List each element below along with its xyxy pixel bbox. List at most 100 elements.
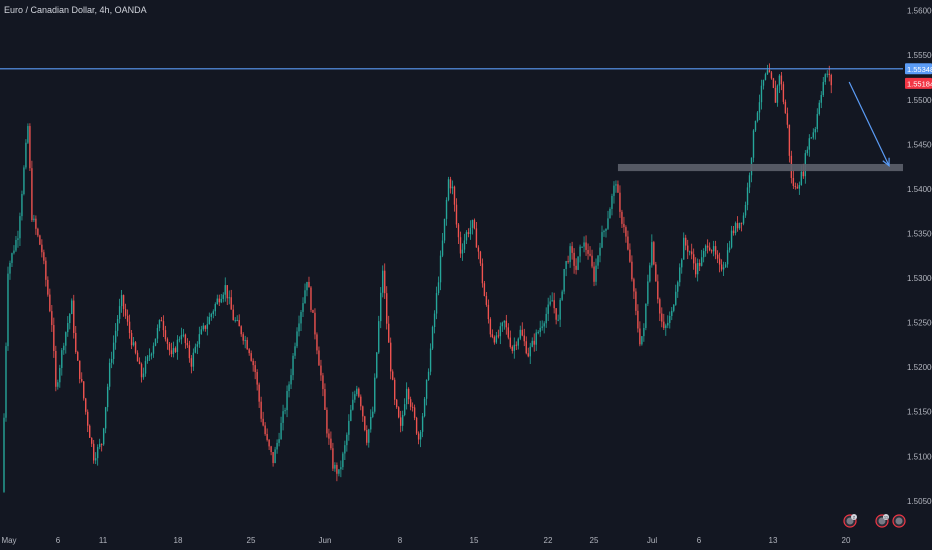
candle-body — [541, 326, 543, 328]
candle-body — [810, 137, 813, 139]
candle-body — [216, 298, 218, 305]
candle-body — [746, 187, 749, 205]
candle-body — [388, 323, 390, 343]
candle-body — [63, 345, 65, 351]
candle-body — [463, 240, 466, 250]
candle-body — [667, 322, 669, 326]
candle-body — [242, 334, 244, 341]
candle-body — [527, 353, 529, 357]
candle-body — [691, 251, 693, 255]
candle-body — [778, 75, 781, 86]
candle-body — [531, 340, 533, 347]
candle-body — [477, 247, 480, 252]
candle-body — [822, 81, 824, 96]
candle-body — [487, 304, 490, 320]
candle-body — [19, 216, 21, 239]
candle-body — [268, 439, 270, 447]
candle-body — [669, 315, 671, 323]
candle-body — [308, 281, 310, 288]
candle-body — [360, 396, 362, 407]
candle-body — [144, 361, 147, 374]
candle-body — [609, 208, 611, 219]
candle-body — [754, 120, 757, 131]
event-badge-count-bg — [883, 514, 889, 520]
candle-body — [437, 282, 440, 294]
candle-body — [505, 320, 508, 328]
candle-body — [814, 128, 816, 133]
candle-body — [621, 211, 623, 224]
candle-body — [124, 308, 127, 316]
candle-body — [73, 300, 75, 333]
candle-body — [651, 242, 653, 266]
candle-body — [384, 270, 386, 294]
candle-body — [142, 373, 145, 378]
candle-body — [11, 253, 13, 263]
candle-body — [100, 443, 103, 445]
candle-body — [641, 336, 643, 345]
candle-body — [218, 298, 220, 303]
x-tick-label: 6 — [56, 536, 61, 545]
candle-body — [53, 325, 55, 351]
candle-body — [441, 240, 444, 256]
candle-body — [230, 297, 232, 310]
x-tick-label: 20 — [842, 536, 851, 545]
candle-body — [762, 79, 765, 86]
candle-body — [764, 74, 767, 80]
x-tick-label: 18 — [174, 536, 183, 545]
candle-body — [366, 430, 368, 443]
candle-body — [818, 102, 820, 115]
candle-body — [792, 178, 795, 186]
candle-body — [772, 78, 775, 88]
candle-body — [493, 337, 496, 343]
candle-body — [692, 254, 695, 264]
support-zone-rect[interactable] — [617, 163, 903, 172]
candle-body — [665, 325, 667, 328]
candle-body — [228, 297, 230, 299]
resistance-price-tag — [905, 63, 932, 75]
candle-body — [431, 326, 434, 349]
candle-body — [290, 375, 292, 385]
candle-body — [679, 267, 681, 283]
event-badge-icon — [846, 517, 854, 525]
candle-body — [61, 350, 63, 368]
y-tick-label: 1.52500 — [907, 319, 932, 328]
candle-body — [378, 321, 380, 353]
candle-body — [324, 389, 326, 410]
candle-body — [318, 350, 320, 366]
candle-body — [3, 417, 5, 492]
candle-body — [322, 375, 324, 390]
candle-body — [820, 95, 822, 103]
projection-arrow-line[interactable] — [848, 81, 890, 167]
candle-body — [352, 399, 354, 410]
candle-body — [728, 247, 731, 251]
candle-body — [467, 232, 470, 235]
candle-body — [399, 417, 402, 426]
candle-body — [198, 334, 201, 345]
candle-body — [37, 228, 39, 236]
candle-body — [272, 452, 274, 464]
candle-body — [376, 352, 378, 378]
candle-body — [238, 320, 240, 327]
candle-body — [613, 185, 615, 196]
candle-body — [623, 223, 625, 228]
candle-body — [770, 72, 773, 79]
candle-body — [585, 242, 587, 250]
candle-body — [110, 358, 113, 363]
x-tick-label: 11 — [99, 536, 108, 545]
candle-body — [350, 409, 352, 421]
candle-body — [649, 265, 651, 282]
candle-body — [397, 407, 400, 418]
candle-body — [525, 341, 527, 354]
candle-body — [511, 346, 513, 351]
candle-body — [85, 398, 87, 412]
candle-body — [306, 281, 308, 291]
candle-body — [114, 330, 117, 343]
candle-body — [112, 342, 115, 359]
candle-body — [589, 253, 591, 256]
candle-body — [21, 194, 23, 217]
candle-body — [252, 360, 254, 366]
candle-body — [403, 404, 406, 415]
candle-body — [555, 308, 557, 320]
